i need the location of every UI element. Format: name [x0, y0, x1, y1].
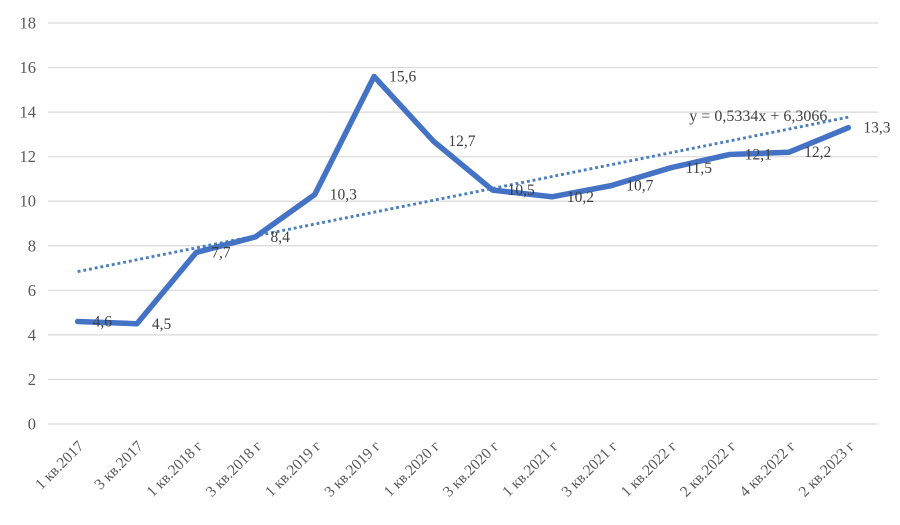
y-axis-tick-label: 16: [20, 58, 37, 77]
y-axis-tick-label: 4: [28, 325, 36, 344]
x-axis-category-label: 3 кв.2019 г: [321, 438, 384, 501]
data-label: 12,7: [448, 133, 475, 150]
trend-equation: y = 0,5334x + 6,3066: [689, 108, 827, 125]
x-axis-category-label: 1 кв.2018 г: [143, 438, 206, 501]
y-axis-tick-label: 18: [20, 14, 37, 33]
trend-equation-label: y = 0,5334x + 6,3066: [689, 108, 827, 125]
data-label: 4,5: [152, 316, 172, 333]
x-axis-category-label: 3 кв.2017: [91, 438, 147, 494]
y-axis-tick-label: 14: [20, 103, 37, 122]
data-label: 10,3: [330, 187, 357, 204]
x-axis-category-label: 4 кв.2022 г: [736, 438, 799, 501]
x-axis-category-label: 3 кв.2021 г: [558, 438, 621, 501]
x-axis-category-label: 1 кв.2019 г: [262, 438, 325, 501]
y-axis-tick-label: 8: [28, 236, 36, 255]
y-axis-tick-label: 6: [28, 281, 36, 300]
data-label: 12,2: [804, 144, 831, 161]
data-label: 11,5: [686, 160, 713, 177]
y-axis-tick-labels: 0 2 4 6 8 10 12 14 16 18: [20, 14, 37, 434]
data-label: 13,3: [863, 120, 890, 137]
series-line: [74, 73, 852, 327]
x-axis-category-label: 2 кв.2022 г: [677, 438, 740, 501]
data-label: 7,7: [211, 244, 231, 261]
x-axis-category-label: 1 кв.2021 г: [499, 438, 562, 501]
data-label: 12,1: [745, 146, 772, 163]
data-labels: 4,6 4,5 7,7 8,4 10,3 15,6 12,7 10,5 10,2 10,7 11,5…: [93, 68, 891, 332]
x-axis-category-label: 1 кв.2022 г: [618, 438, 681, 501]
x-axis-category-label: 1 кв.2020 г: [381, 438, 444, 501]
y-axis-tick-label: 0: [28, 415, 36, 434]
data-label: 4,6: [93, 314, 113, 331]
y-axis-tick-label: 12: [20, 147, 37, 166]
series-polyline: [74, 73, 852, 327]
gridlines: [48, 22, 878, 425]
y-axis-tick-label: 2: [28, 370, 36, 389]
data-label: 15,6: [389, 68, 416, 85]
y-axis-tick-label: 10: [20, 192, 37, 211]
data-label: 10,5: [508, 182, 535, 199]
data-label: 10,7: [626, 178, 653, 195]
x-axis-category-label: 3 кв.2018 г: [203, 438, 266, 501]
data-label: 10,2: [567, 189, 594, 206]
x-axis-category-label: 2 кв.2023 г: [796, 438, 859, 501]
x-axis-category-label: 3 кв.2020 г: [440, 438, 503, 501]
data-label: 8,4: [271, 229, 291, 246]
x-axis-category-label: 1 кв.2017: [32, 438, 88, 494]
